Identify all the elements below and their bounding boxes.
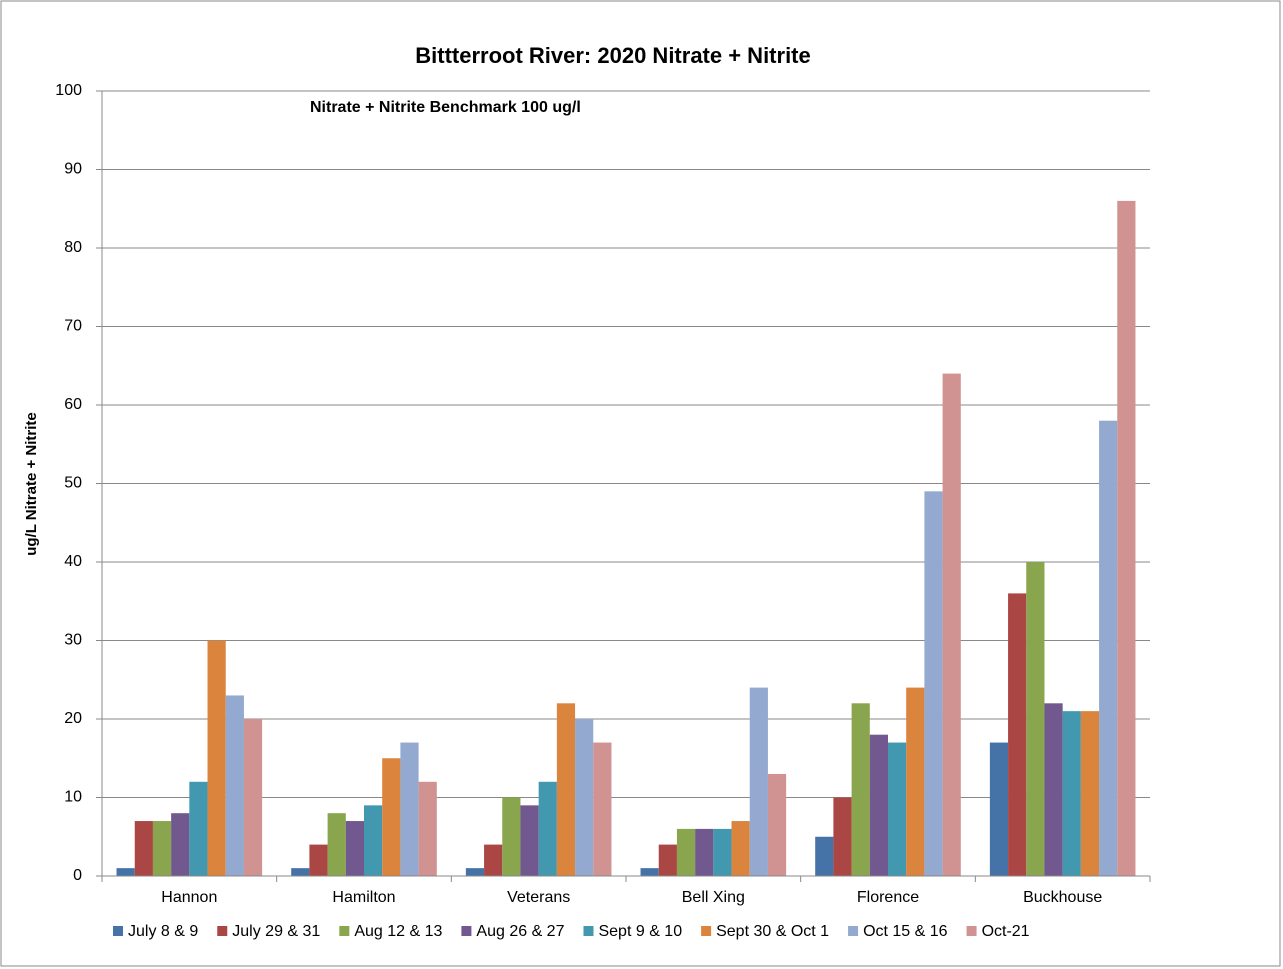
y-tick-label: 50	[64, 475, 82, 492]
legend-marker	[966, 926, 977, 936]
y-tick-label: 80	[64, 239, 82, 256]
bar	[713, 828, 732, 876]
legend-marker	[701, 926, 712, 936]
bar	[418, 781, 437, 876]
bar	[869, 734, 888, 876]
bar	[207, 640, 226, 876]
y-tick-label: 40	[64, 553, 82, 570]
bar	[116, 868, 135, 876]
bar	[815, 836, 834, 876]
x-tick-label: Bell Xing	[682, 889, 745, 906]
legend-label: Aug 12 & 13	[354, 923, 442, 940]
bar	[484, 844, 503, 876]
legend-marker	[113, 926, 123, 936]
x-tick-label: Buckhouse	[1023, 889, 1102, 906]
bar	[695, 828, 714, 876]
legend-marker	[461, 926, 472, 936]
bar	[327, 813, 346, 876]
legend-marker	[217, 926, 228, 936]
bar	[1044, 703, 1063, 876]
bar	[556, 703, 576, 876]
y-tick-label: 60	[64, 396, 82, 413]
legend-label: July 29 & 31	[232, 923, 320, 940]
bar	[382, 758, 401, 876]
bar	[134, 821, 153, 876]
bar	[538, 781, 557, 876]
bar	[1008, 593, 1027, 876]
bar	[1099, 420, 1118, 876]
bar	[1062, 711, 1081, 876]
bar	[171, 813, 190, 876]
y-tick-label: 70	[64, 318, 82, 335]
bar	[888, 742, 907, 876]
y-tick-label: 0	[73, 867, 82, 884]
bar	[225, 695, 244, 876]
y-tick-label: 10	[64, 789, 82, 806]
y-tick-label: 90	[64, 161, 82, 178]
bar	[1117, 200, 1136, 876]
x-tick-label: Florence	[857, 889, 919, 906]
legend-marker	[583, 926, 594, 936]
bar	[640, 868, 659, 876]
legend-label: Aug 26 & 27	[476, 923, 564, 940]
legend-marker	[339, 926, 350, 936]
y-tick-label: 30	[64, 632, 82, 649]
bar	[731, 821, 750, 876]
legend-marker	[848, 926, 859, 936]
bar	[575, 719, 594, 876]
legend-label: Sept 30 & Oct 1	[716, 923, 829, 940]
bar	[924, 491, 943, 876]
bar	[658, 844, 677, 876]
y-tick-label: 100	[55, 82, 82, 99]
bar	[520, 805, 539, 876]
bar	[291, 868, 310, 876]
legend-label: Sept 9 & 10	[598, 923, 682, 940]
bar	[833, 797, 852, 876]
bar	[152, 821, 172, 876]
bar	[749, 687, 768, 876]
x-tick-label: Veterans	[507, 889, 570, 906]
x-tick-label: Hannon	[161, 889, 217, 906]
bar	[851, 703, 870, 876]
bar	[906, 687, 925, 876]
bar	[400, 742, 419, 876]
bar	[1026, 562, 1045, 876]
bar	[593, 742, 612, 876]
legend-label: Oct-21	[982, 923, 1030, 940]
bar	[942, 373, 961, 876]
bar	[465, 868, 485, 876]
bar	[502, 797, 521, 876]
bar	[767, 773, 787, 876]
y-tick-label: 20	[64, 710, 82, 727]
legend-label: Oct 15 & 16	[863, 923, 948, 940]
bar	[345, 821, 364, 876]
bar	[1080, 711, 1100, 876]
bar	[676, 828, 696, 876]
bar	[989, 742, 1009, 876]
bar	[189, 781, 208, 876]
bar	[309, 844, 328, 876]
bar	[364, 805, 383, 876]
legend-label: July 8 & 9	[128, 923, 198, 940]
x-tick-label: Hamilton	[332, 889, 395, 906]
bar	[243, 719, 263, 876]
y-axis-label: ug/L Nitrate + Nitrite	[23, 412, 40, 556]
chart-title: Bittterroot River: 2020 Nitrate + Nitrit…	[415, 43, 811, 68]
annotation: Nitrate + Nitrite Benchmark 100 ug/l	[310, 99, 581, 116]
